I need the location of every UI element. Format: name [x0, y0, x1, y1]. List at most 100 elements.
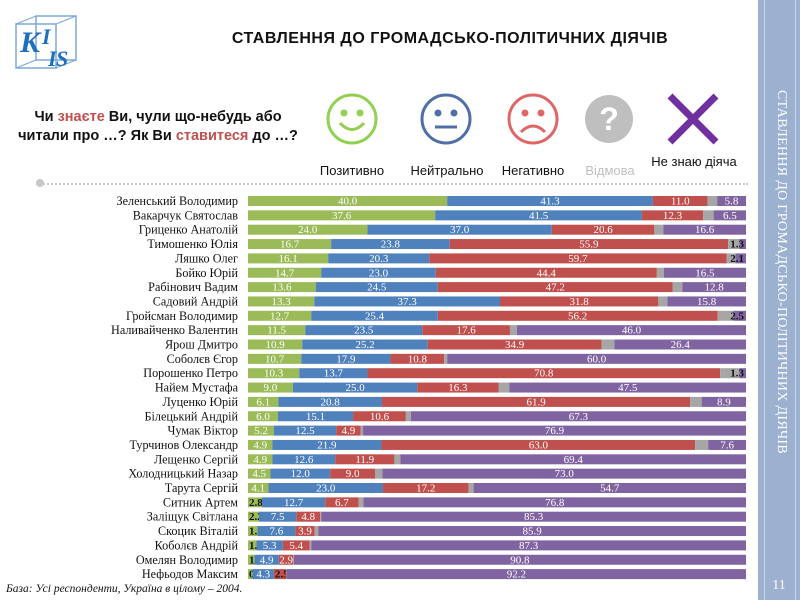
bar-refuse: [672, 282, 683, 293]
bar-dontknow: [363, 425, 746, 436]
survey-question: Чи знаєте Ви, чули що-небудь або читали …: [18, 109, 298, 144]
value-label-neutral: 7.5: [271, 511, 285, 523]
value-label-dontknow: 60.0: [587, 353, 607, 365]
value-label-neutral: 25.0: [345, 382, 365, 394]
value-label-dontknow: 1.3: [730, 239, 744, 251]
bar-refuse: [509, 325, 517, 336]
bar-negative: [367, 368, 721, 379]
value-label-dontknow: 69.4: [564, 454, 584, 466]
bar-neutral: [435, 210, 642, 221]
bar-refuse: [726, 253, 736, 264]
value-label-negative: 2.9: [279, 554, 293, 566]
bar-negative: [381, 396, 691, 407]
bar-negative: [278, 554, 294, 565]
sad-face-icon: [507, 93, 559, 145]
bar-negative: [417, 382, 499, 393]
value-label-dontknow: 46.0: [622, 325, 642, 337]
bar-neutral: [277, 411, 354, 422]
value-label-negative: 2.5: [275, 569, 289, 580]
bar-positive: [248, 439, 273, 450]
value-label-neutral: 15.1: [306, 411, 325, 423]
value-label-negative: 47.2: [546, 282, 565, 294]
bar-positive: [248, 526, 258, 537]
divider-line: [36, 183, 748, 185]
value-label-dontknow: 2.1: [730, 253, 744, 265]
bar-neutral: [261, 497, 326, 508]
value-label-negative: 4.9: [341, 425, 355, 437]
row-label: Луценко Юрій: [163, 395, 239, 409]
row-label: Порошенко Петро: [143, 366, 238, 380]
bar-refuse: [394, 454, 401, 465]
value-label-negative: 11.9: [355, 454, 374, 466]
svg-text:I: I: [41, 24, 52, 49]
bar-neutral: [256, 540, 283, 551]
value-label-dontknow: 67.3: [569, 411, 589, 423]
bar-neutral: [328, 253, 430, 264]
value-label-neutral: 23.0: [316, 483, 336, 495]
bar-dontknow: [410, 411, 746, 422]
value-label-dontknow: 15.8: [697, 296, 717, 308]
bar-negative: [336, 425, 361, 436]
row-label: Тимошенко Юлія: [147, 237, 238, 251]
value-label-dontknow: 1.3: [730, 368, 744, 380]
bar-dontknow: [321, 511, 746, 522]
value-label-negative: 10.8: [408, 353, 428, 365]
value-label-neutral: 5.3: [263, 540, 277, 552]
bar-positive: [248, 569, 253, 580]
value-label-negative: 3.9: [298, 526, 312, 538]
bar-positive: [248, 382, 293, 393]
value-label-neutral: 17.9: [336, 353, 356, 365]
bar-refuse: [444, 353, 448, 364]
value-label-positive: 12.7: [270, 310, 290, 322]
value-label-negative: 4.8: [301, 511, 315, 523]
row-label: Нефьодов Максим: [142, 567, 238, 580]
row-label: Ярош Дмитро: [165, 338, 238, 352]
bar-negative: [429, 253, 727, 264]
row-label: Рабінович Вадим: [148, 280, 238, 294]
bar-neutral: [331, 239, 450, 250]
bar-neutral: [311, 310, 438, 321]
bar-positive: [248, 267, 322, 278]
bar-dontknow: [363, 497, 746, 508]
bar-dontknow: [293, 554, 746, 565]
bar-neutral: [272, 439, 382, 450]
value-label-negative: 56.2: [568, 310, 587, 322]
value-label-positive: 9.0: [264, 382, 278, 394]
page-number: 11: [772, 578, 786, 593]
value-label-neutral: 41.3: [540, 196, 560, 208]
value-label-dontknow: 7.6: [720, 439, 734, 451]
value-label-positive: 4.9: [253, 439, 267, 451]
bar-negative: [652, 196, 708, 206]
bar-positive: [248, 483, 269, 493]
value-label-negative: 70.8: [534, 368, 554, 380]
value-label-neutral: 13.7: [324, 368, 344, 380]
value-label-positive: 40.0: [338, 196, 358, 208]
bar-refuse: [601, 339, 615, 350]
bar-negative: [641, 210, 704, 221]
bar-neutral: [270, 468, 331, 479]
value-label-neutral: 41.5: [529, 210, 549, 222]
value-label-positive: 2.8: [249, 497, 263, 509]
value-label-dontknow: 8.9: [717, 396, 731, 408]
bar-negative: [381, 439, 696, 450]
bar-neutral: [254, 554, 279, 565]
value-label-positive: 6.0: [256, 411, 270, 423]
value-label-neutral: 37.0: [450, 224, 470, 236]
value-label-neutral: 21.9: [317, 439, 337, 451]
value-label-negative: 59.7: [568, 253, 588, 265]
bar-positive: [248, 296, 315, 307]
bar-negative: [422, 325, 510, 336]
row-label: Садовий Андрій: [153, 294, 239, 308]
value-label-neutral: 20.8: [321, 396, 341, 408]
bar-negative: [499, 296, 659, 307]
row-label: Білецький Андрій: [145, 409, 239, 423]
bar-neutral: [292, 382, 418, 393]
bar-negative: [437, 310, 718, 321]
row-label: Лещенко Сергій: [154, 452, 239, 466]
bar-refuse: [658, 296, 668, 307]
value-label-dontknow: 54.7: [600, 483, 620, 495]
value-label-dontknow: 76.9: [545, 425, 565, 437]
bar-negative: [295, 526, 315, 537]
smile-face-icon: [326, 93, 378, 145]
value-label-positive: 13.6: [272, 282, 292, 294]
